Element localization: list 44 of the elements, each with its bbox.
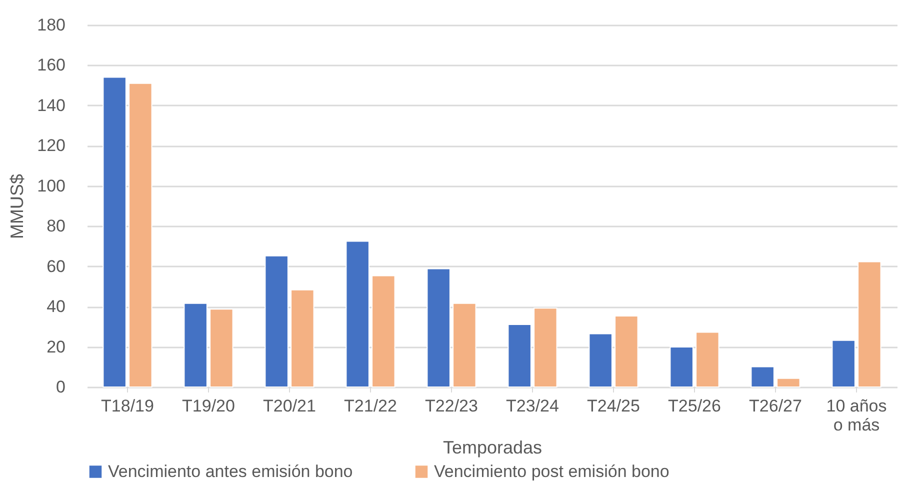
y-tick-label: 180 [37,16,66,34]
x-tick-label: T24/25 [587,396,640,416]
bar [102,76,126,388]
y-tick-label: 0 [56,378,66,396]
bar [670,346,694,388]
x-tick-label: T25/26 [668,396,721,416]
x-tick-label: T23/24 [506,396,559,416]
y-tick-label: 80 [46,216,66,236]
bar [452,302,476,388]
x-tick-label: T21/22 [344,396,397,416]
bar [776,378,800,388]
bar [832,340,856,388]
y-tick-label: 20 [46,337,66,356]
bar [614,316,638,388]
x-tick-label: T19/20 [182,396,235,416]
y-tick-label: 120 [37,136,66,156]
y-tick-label: 60 [46,256,66,276]
legend-label: Vencimiento antes emisión bono [108,462,353,481]
y-tick-label: 160 [37,56,66,75]
bar [290,289,314,388]
x-tick-label: T26/27 [749,396,802,416]
y-tick-label: 100 [37,176,66,196]
bar [210,308,234,388]
legend-label: Vencimiento post emisión bono [434,462,670,481]
bar [534,308,558,388]
x-tick-label: T18/19 [101,396,154,416]
bar [372,275,396,388]
x-tick-label: T22/23 [425,396,478,416]
bar [858,261,882,388]
x-tick-label: 10 años o más [826,396,887,434]
bar [426,268,450,388]
bar [128,82,152,388]
y-axis-title: MMUS$ [7,174,28,240]
x-axis-title: Temporadas [442,438,542,458]
x-tick-label: T20/21 [263,396,316,416]
bar [508,324,532,388]
bar [184,302,208,388]
y-tick-label: 40 [46,297,66,316]
bar [750,366,774,388]
bar [696,332,720,388]
bar [264,255,288,388]
bar [346,240,370,388]
bar [588,333,612,388]
y-tick-label: 140 [37,96,66,115]
